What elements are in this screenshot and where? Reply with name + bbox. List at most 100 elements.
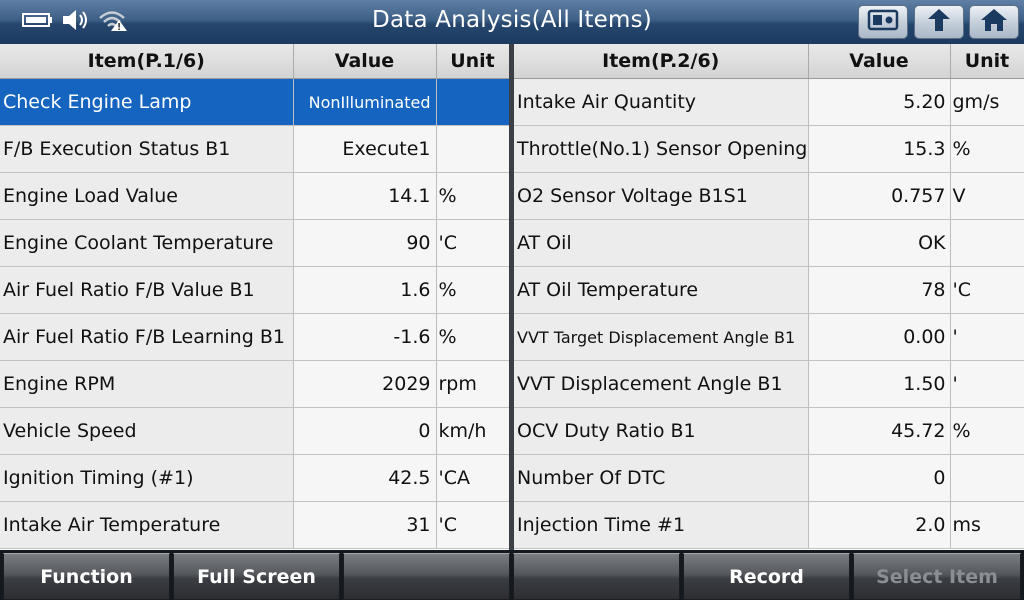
table-row[interactable]: F/B Execution Status B1 Execute1	[0, 125, 510, 173]
record-button[interactable]: Record	[683, 553, 850, 600]
table-row[interactable]: Air Fuel Ratio F/B Value B1 1.6%	[0, 266, 510, 314]
table-row[interactable]: AT Oil OK	[514, 219, 1024, 267]
item-name: Engine RPM	[0, 360, 294, 408]
function-button[interactable]: Function	[3, 553, 170, 600]
item-value: 1.50	[808, 360, 951, 408]
item-value: 90	[293, 219, 437, 267]
table-row[interactable]: Check Engine Lamp NonIlluminated	[0, 78, 510, 126]
value-column-header[interactable]: Value	[808, 44, 951, 79]
speaker-icon	[62, 9, 90, 35]
item-name: Air Fuel Ratio F/B Value B1	[0, 266, 294, 314]
item-unit: ms	[950, 501, 1024, 549]
item-unit: 'C	[436, 501, 510, 549]
item-unit: %	[436, 313, 510, 361]
item-name: Intake Air Quantity	[514, 78, 809, 126]
item-unit: V	[950, 172, 1024, 220]
item-unit	[950, 454, 1024, 502]
battery-icon	[22, 12, 54, 32]
screen-capture-icon	[867, 8, 899, 36]
item-name: Vehicle Speed	[0, 407, 294, 455]
item-unit	[436, 125, 510, 173]
item-unit	[436, 78, 510, 126]
item-value: 5.20	[808, 78, 951, 126]
left-data-table: Item(P.1/6) Value Unit Check Engine Lamp…	[0, 44, 510, 550]
bottom-toolbar: Function Full Screen Record Select Item	[0, 550, 1024, 600]
wifi-warning-icon	[98, 8, 128, 36]
item-unit: '	[950, 360, 1024, 408]
item-name: Number Of DTC	[514, 454, 809, 502]
table-row[interactable]: Intake Air Quantity 5.20 gm/s	[514, 78, 1024, 126]
home-button[interactable]	[969, 5, 1019, 39]
table-row[interactable]: VVT Displacement Angle B1 1.50 '	[514, 360, 1024, 408]
item-unit: km/h	[436, 407, 510, 455]
item-value: 78	[808, 266, 951, 314]
item-unit: 'C	[436, 219, 510, 267]
table-row[interactable]: Number Of DTC 0	[514, 454, 1024, 502]
item-value: 14.1	[293, 172, 437, 220]
item-unit: %	[436, 172, 510, 220]
item-unit	[950, 219, 1024, 267]
item-name: Intake Air Temperature	[0, 501, 294, 549]
item-unit: rpm	[436, 360, 510, 408]
table-row[interactable]: VVT Target Displacement Angle B1 0.00 '	[514, 313, 1024, 361]
item-value: 45.72	[808, 407, 951, 455]
table-row[interactable]: Ignition Timing (#1) 42.5 'CA	[0, 454, 510, 502]
item-name: AT Oil	[514, 219, 809, 267]
item-unit: %	[950, 407, 1024, 455]
item-name: OCV Duty Ratio B1	[514, 407, 809, 455]
item-name: Throttle(No.1) Sensor Opening	[514, 125, 809, 173]
unit-column-header[interactable]: Unit	[436, 44, 510, 79]
item-unit: gm/s	[950, 78, 1024, 126]
item-name: Engine Coolant Temperature	[0, 219, 294, 267]
table-row[interactable]: OCV Duty Ratio B1 45.72%	[514, 407, 1024, 455]
table-row[interactable]: Air Fuel Ratio F/B Learning B1 -1.6%	[0, 313, 510, 361]
item-value: 2029	[293, 360, 437, 408]
table-row[interactable]: Engine Coolant Temperature 90 'C	[0, 219, 510, 267]
item-column-header[interactable]: Item(P.1/6)	[0, 44, 294, 79]
item-value: 1.6	[293, 266, 437, 314]
item-value: NonIlluminated	[293, 78, 437, 126]
item-name: VVT Displacement Angle B1	[514, 360, 809, 408]
table-row[interactable]: O2 Sensor Voltage B1S1 0.757 V	[514, 172, 1024, 220]
item-value: 0	[808, 454, 951, 502]
item-value: OK	[808, 219, 951, 267]
screen-capture-button[interactable]	[858, 5, 908, 39]
select-item-button[interactable]: Select Item	[853, 553, 1021, 600]
item-name: AT Oil Temperature	[514, 266, 809, 314]
table-row[interactable]: Engine RPM 2029 rpm	[0, 360, 510, 408]
item-unit: 'CA	[436, 454, 510, 502]
table-row[interactable]: Engine Load Value 14.1%	[0, 172, 510, 220]
table-header: Item(P.1/6) Value Unit	[0, 44, 510, 79]
empty-button-1[interactable]	[343, 553, 510, 600]
item-name: F/B Execution Status B1	[0, 125, 294, 173]
item-value: -1.6	[293, 313, 437, 361]
item-name: O2 Sensor Voltage B1S1	[514, 172, 809, 220]
table-row[interactable]: Injection Time #1 2.0 ms	[514, 501, 1024, 549]
item-name: VVT Target Displacement Angle B1	[514, 313, 809, 361]
table-row[interactable]: Vehicle Speed 0 km/h	[0, 407, 510, 455]
item-name: Ignition Timing (#1)	[0, 454, 294, 502]
table-row[interactable]: AT Oil Temperature 78 'C	[514, 266, 1024, 314]
title-bar: Data Analysis(All Items)	[0, 0, 1024, 45]
full-screen-button[interactable]: Full Screen	[173, 553, 340, 600]
item-value: 31	[293, 501, 437, 549]
item-unit: 'C	[950, 266, 1024, 314]
item-name: Air Fuel Ratio F/B Learning B1	[0, 313, 294, 361]
item-column-header[interactable]: Item(P.2/6)	[514, 44, 809, 79]
table-row[interactable]: Intake Air Temperature 31 'C	[0, 501, 510, 549]
value-column-header[interactable]: Value	[293, 44, 437, 79]
panel-divider	[509, 44, 514, 550]
table-row[interactable]: Throttle(No.1) Sensor Opening 15.3%	[514, 125, 1024, 173]
item-name: Check Engine Lamp	[0, 78, 294, 126]
home-icon	[979, 7, 1009, 37]
empty-button-2[interactable]	[513, 553, 680, 600]
unit-column-header[interactable]: Unit	[950, 44, 1024, 79]
item-name: Injection Time #1	[514, 501, 809, 549]
back-button[interactable]	[914, 5, 964, 39]
item-unit: %	[950, 125, 1024, 173]
item-unit: %	[436, 266, 510, 314]
status-icons	[22, 10, 128, 34]
table-header: Item(P.2/6) Value Unit	[514, 44, 1024, 79]
item-value: 2.0	[808, 501, 951, 549]
page-title: Data Analysis(All Items)	[372, 7, 652, 33]
